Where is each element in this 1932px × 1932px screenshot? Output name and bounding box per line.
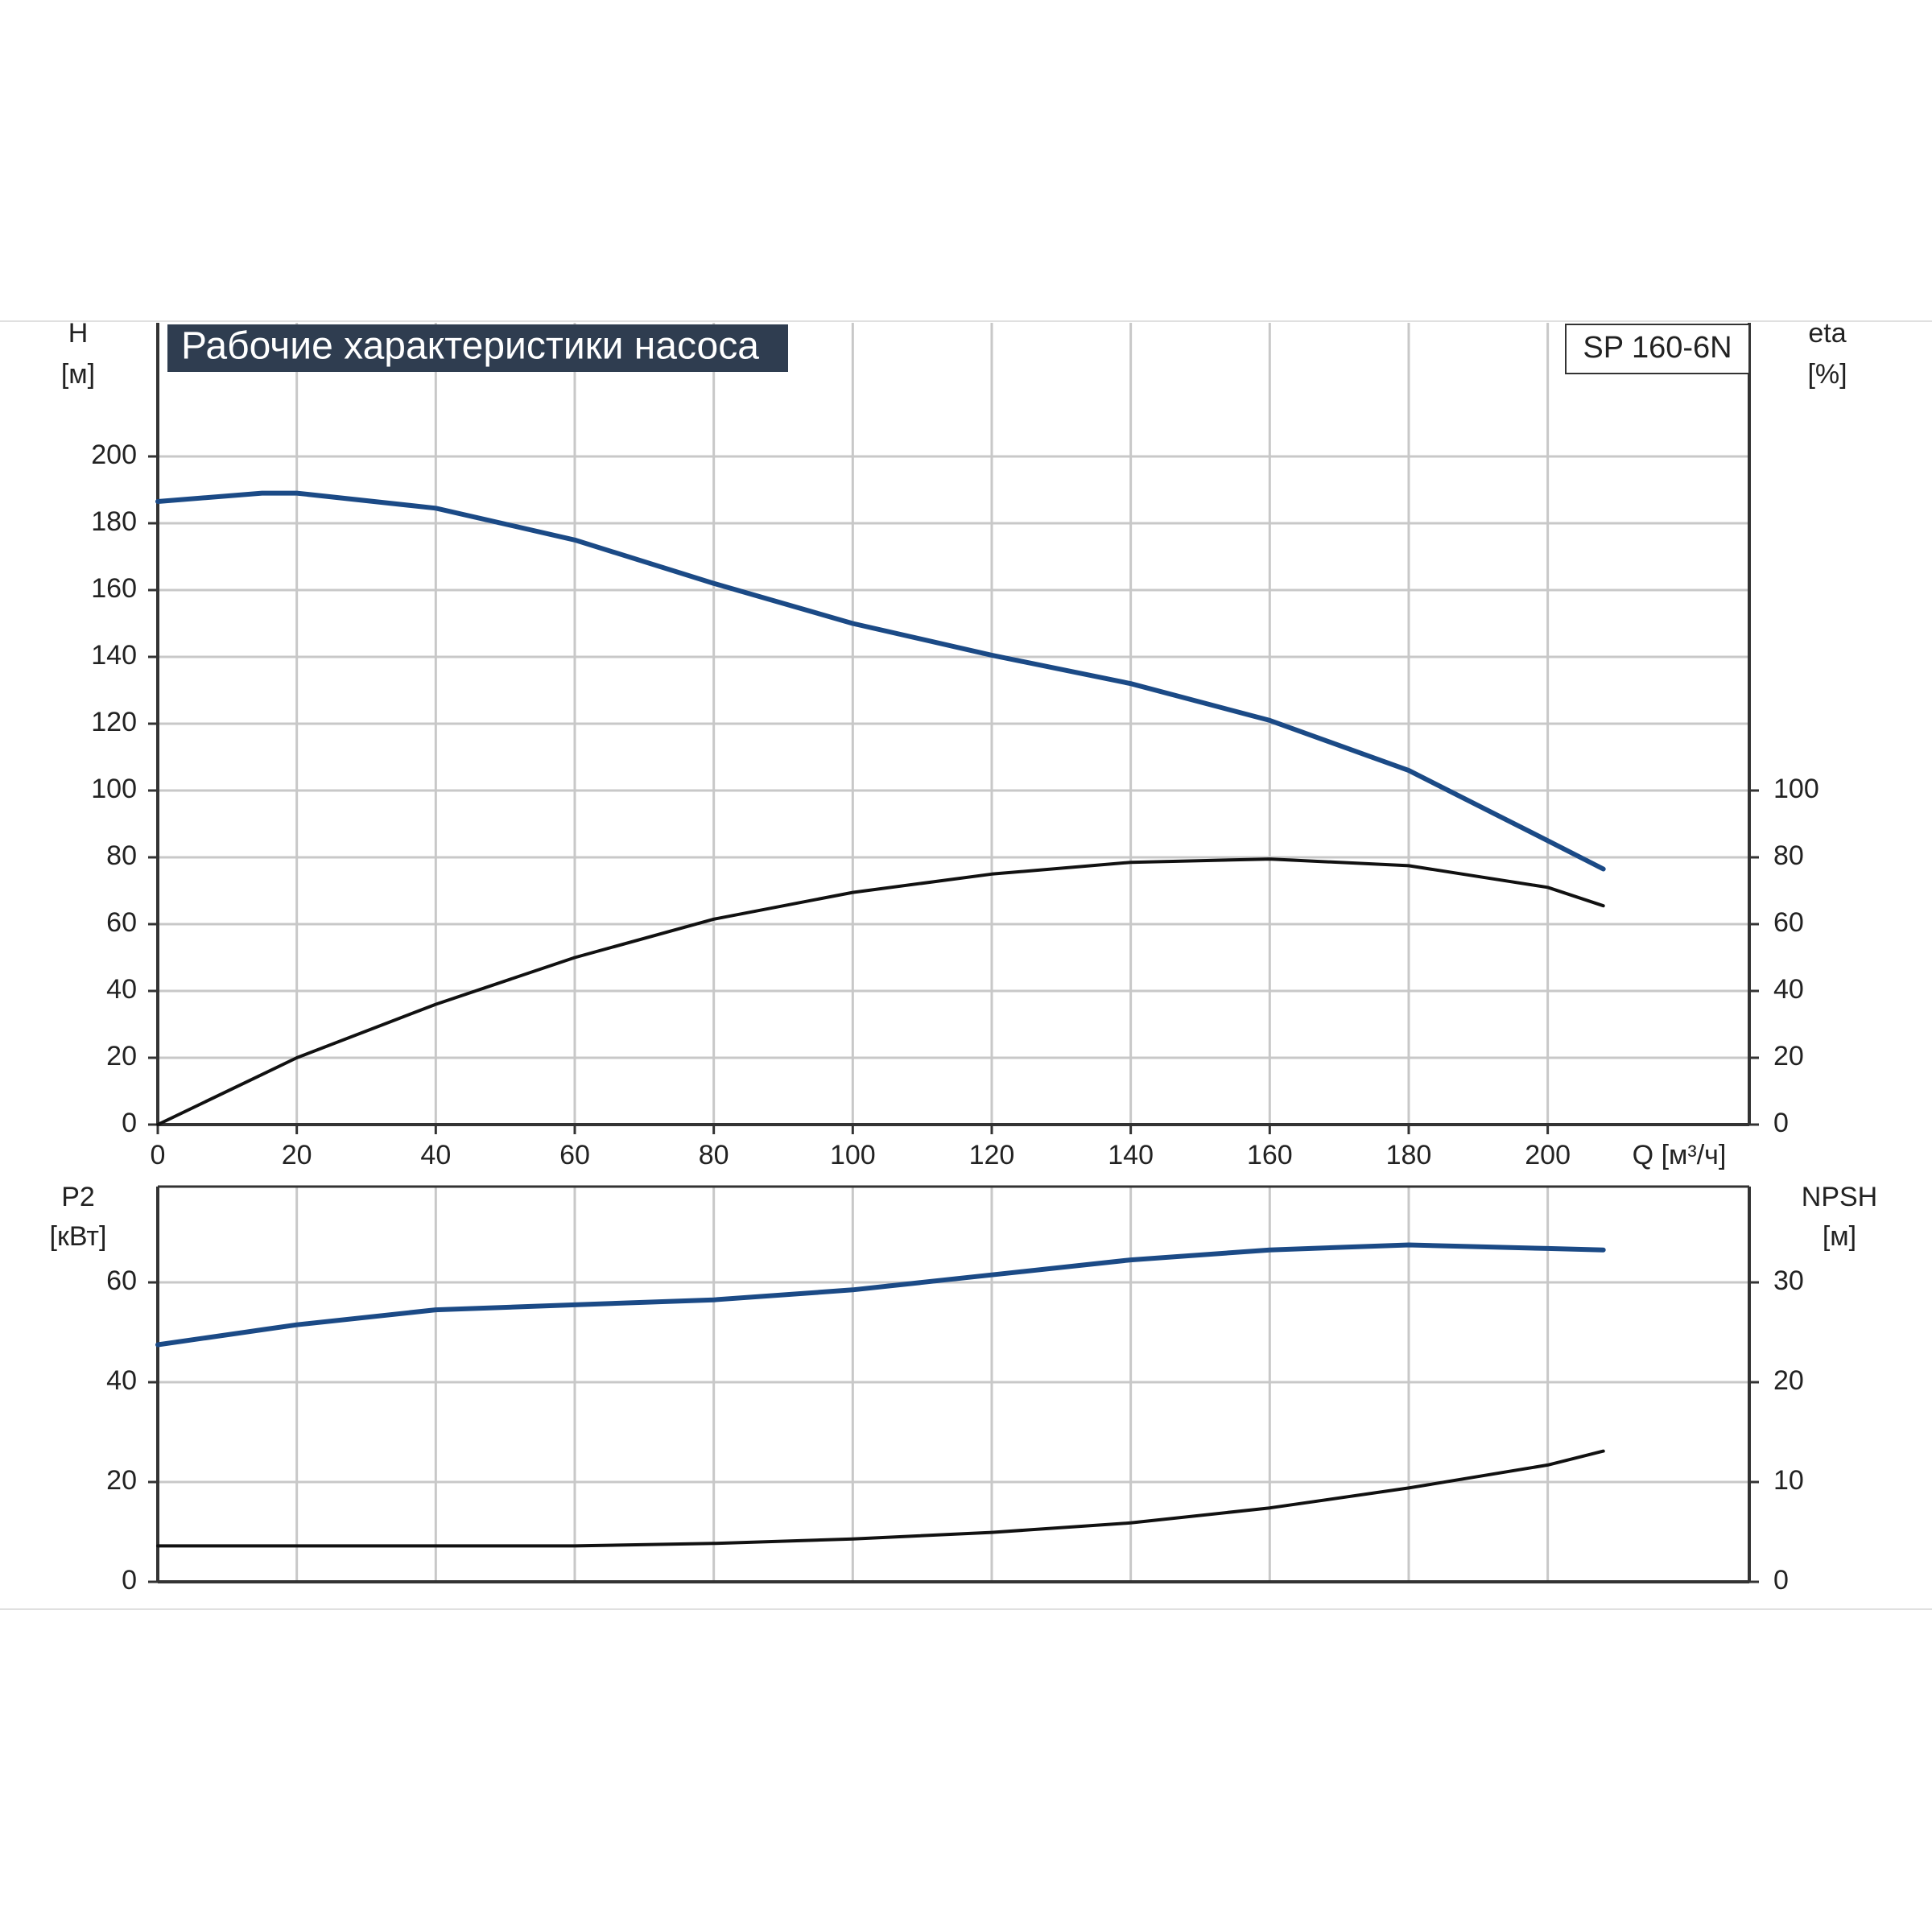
- x-tick-label: 160: [1247, 1140, 1293, 1170]
- y-tick-label: 20: [106, 1465, 137, 1496]
- y-tick-label: 80: [106, 840, 137, 871]
- y2-tick-label: 0: [1773, 1108, 1789, 1138]
- y-tick-label: 0: [122, 1565, 137, 1596]
- y-tick-label: 160: [91, 573, 137, 604]
- y2-axis-label: [%]: [1807, 359, 1847, 390]
- x-tick-label: 120: [969, 1140, 1015, 1170]
- y2-tick-label: 0: [1773, 1565, 1789, 1596]
- y2-tick-label: 80: [1773, 840, 1804, 871]
- x-tick-label: 0: [151, 1140, 166, 1170]
- y-tick-label: 20: [106, 1041, 137, 1071]
- annotation: SP 160-6N: [1583, 331, 1732, 365]
- y-axis-label: [кВт]: [50, 1221, 107, 1252]
- y-tick-label: 180: [91, 506, 137, 537]
- chart-title: Рабочие характеристики насоса: [181, 325, 759, 368]
- x-tick-label: 180: [1386, 1140, 1432, 1170]
- y-tick-label: 40: [106, 974, 137, 1005]
- y-tick-label: 200: [91, 440, 137, 470]
- plots: 0204060801001201401601802000204060801000…: [50, 318, 1878, 1596]
- series-line: [156, 857, 1605, 1126]
- x-tick-label: 140: [1108, 1140, 1154, 1170]
- series-line: [155, 1242, 1606, 1348]
- y-tick-label: 140: [91, 640, 137, 671]
- y2-axis-label: eta: [1808, 318, 1846, 349]
- y2-axis-label: [м]: [1823, 1221, 1856, 1252]
- y2-tick-label: 60: [1773, 907, 1804, 938]
- x-tick-label: 80: [699, 1140, 729, 1170]
- y2-axis-label: NPSH: [1802, 1182, 1877, 1212]
- y-tick-label: 40: [106, 1365, 137, 1396]
- x-tick-label: 200: [1525, 1140, 1571, 1170]
- series-line: [156, 1449, 1605, 1548]
- y-tick-label: 60: [106, 1265, 137, 1296]
- y2-tick-label: 20: [1773, 1365, 1804, 1396]
- annotation-box: [1565, 324, 1750, 374]
- y2-tick-label: 30: [1773, 1265, 1804, 1296]
- title-box: [167, 324, 788, 372]
- y-axis-label: P2: [61, 1182, 95, 1212]
- y-axis-label: [м]: [61, 359, 95, 390]
- x-axis-label: Q [м³/ч]: [1633, 1140, 1727, 1170]
- x-tick-label: 40: [420, 1140, 451, 1170]
- y2-tick-label: 100: [1773, 774, 1819, 804]
- y-tick-label: 0: [122, 1108, 137, 1138]
- y-tick-label: 60: [106, 907, 137, 938]
- y2-tick-label: 40: [1773, 974, 1804, 1005]
- y-tick-label: 100: [91, 774, 137, 804]
- x-tick-label: 20: [282, 1140, 312, 1170]
- y-tick-label: 120: [91, 707, 137, 737]
- x-tick-label: 100: [830, 1140, 876, 1170]
- x-tick-label: 60: [559, 1140, 590, 1170]
- y-axis-label: H: [68, 318, 89, 349]
- y2-tick-label: 20: [1773, 1041, 1804, 1071]
- series-line: [155, 490, 1606, 872]
- y2-tick-label: 10: [1773, 1465, 1804, 1496]
